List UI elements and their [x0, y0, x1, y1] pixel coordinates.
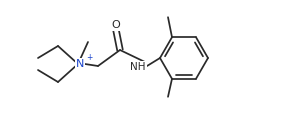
- Text: O: O: [112, 20, 120, 30]
- Text: +: +: [86, 53, 92, 61]
- Text: NH: NH: [130, 62, 146, 72]
- Text: N: N: [76, 59, 84, 69]
